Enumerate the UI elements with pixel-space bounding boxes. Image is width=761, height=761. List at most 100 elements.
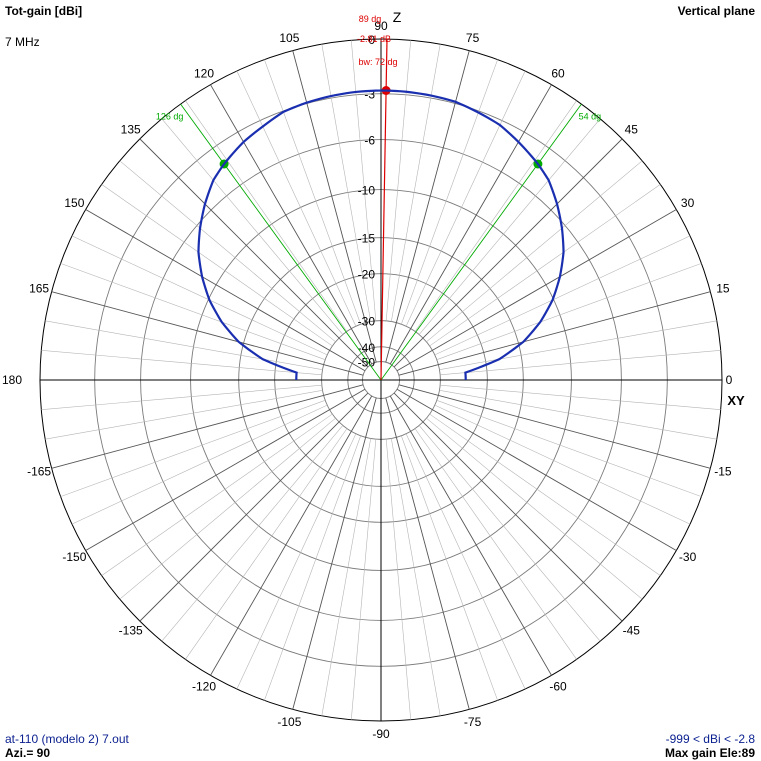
beamwidth-lower-label: 54 dg: [579, 111, 602, 121]
pattern-series: [197, 89, 565, 381]
angle-tick-label: -150: [62, 550, 86, 564]
frequency-label: 7 MHz: [5, 35, 40, 49]
spoke-350: [439, 390, 717, 440]
spoke-335: [434, 404, 691, 525]
spoke-130: [161, 118, 344, 335]
spoke-155: [71, 235, 328, 356]
spoke-165: [51, 291, 364, 376]
spoke-280: [391, 438, 441, 716]
spoke-125: [185, 100, 348, 332]
max-gain-label: Max gain Ele:89: [664, 746, 755, 760]
spoke-195: [51, 384, 364, 469]
spoke-25: [434, 235, 691, 356]
angle-tick-label: 165: [29, 281, 49, 295]
angle-tick-label: 135: [121, 123, 141, 137]
spoke-170: [45, 320, 323, 370]
max-gain-value-label: -2.81 dB: [357, 34, 391, 44]
spoke-250: [264, 435, 361, 701]
plane-label: Vertical plane: [677, 4, 755, 18]
angle-tick-label: 60: [551, 66, 565, 80]
spoke-285: [385, 397, 470, 710]
spoke-15: [398, 291, 711, 376]
angle-tick-label: -30: [679, 550, 697, 564]
angle-tick-label: 90: [374, 19, 388, 33]
spoke-205: [71, 404, 328, 525]
spoke-30: [396, 209, 677, 372]
angle-tick-label: -60: [549, 680, 567, 694]
spoke-220: [119, 417, 336, 600]
axis-labels: Z XY: [393, 9, 745, 408]
spoke-240: [210, 395, 373, 676]
spoke-265: [350, 439, 377, 720]
spoke-225: [139, 392, 369, 622]
angle-tick-label: -90: [372, 727, 390, 741]
spoke-300: [389, 395, 552, 676]
angle-tick-label: 30: [681, 196, 695, 210]
angle-tick-label: 0: [726, 373, 733, 387]
angle-tick-label: 180: [2, 373, 22, 387]
radial-tick-label: -50: [358, 356, 376, 370]
chart-markers: 54 dg 126 dg 89 dg -2.81 dB bw: 72 dg: [156, 14, 602, 381]
angle-tick-label: 15: [716, 281, 730, 295]
max-gain-line: [380, 39, 388, 381]
angle-tick-label: 75: [466, 31, 480, 45]
spoke-150: [85, 209, 366, 372]
spoke-40: [426, 160, 643, 343]
spoke-55: [414, 100, 577, 332]
angle-tick-label: -165: [27, 465, 51, 479]
spoke-210: [85, 388, 366, 551]
beamwidth-lower-line: [380, 103, 582, 381]
spoke-110: [264, 59, 361, 325]
angle-tick-label: -75: [464, 715, 482, 729]
file-name-label: at-110 (modelo 2) 7.out: [5, 732, 129, 746]
chart-title: Tot-gain [dBi]: [5, 4, 83, 18]
spoke-65: [405, 70, 526, 327]
gain-range-label: -999 < dBi < -2.8: [665, 732, 755, 746]
angle-tick-label: 150: [64, 196, 84, 210]
spoke-200: [60, 400, 326, 497]
spoke-325: [429, 413, 661, 576]
angle-tick-label: -135: [119, 623, 143, 637]
radial-tick-label: -3: [364, 88, 375, 102]
angle-tick-label: 120: [194, 66, 214, 80]
spoke-320: [426, 417, 643, 600]
beamwidth-upper-label: 126 dg: [156, 111, 184, 121]
spoke-255: [292, 397, 377, 710]
spoke-315: [393, 392, 623, 622]
spoke-145: [101, 184, 333, 347]
radial-tick-labels: 0 -3 -6 -10 -15 -20 -30 -40-50: [358, 33, 376, 370]
angle-tick-labels: 0153045607590105120135150165180-165-150-…: [2, 19, 733, 741]
azimuth-label: Azi.= 90: [5, 746, 51, 760]
spoke-305: [414, 428, 577, 660]
angle-tick-label: -105: [277, 715, 301, 729]
spoke-290: [401, 435, 498, 701]
spoke-330: [396, 388, 677, 551]
spoke-175: [41, 349, 322, 376]
spoke-35: [429, 184, 661, 347]
spoke-160: [60, 263, 326, 360]
spoke-5: [440, 349, 721, 376]
spoke-260: [321, 438, 371, 716]
beamwidth-upper-line: [180, 103, 382, 381]
spoke-245: [236, 433, 357, 690]
spoke-115: [236, 70, 357, 327]
spoke-100: [321, 44, 371, 322]
radial-tick-label: -20: [358, 268, 376, 282]
spoke-95: [350, 40, 377, 321]
angle-tick-label: -45: [623, 623, 641, 637]
spoke-140: [119, 160, 336, 343]
horizontal-axis-label: XY: [727, 393, 745, 408]
radial-tick-label: -15: [358, 232, 376, 246]
spoke-235: [185, 428, 348, 660]
radial-tick-label: -10: [358, 184, 376, 198]
spoke-135: [139, 138, 369, 368]
spoke-190: [45, 390, 323, 440]
spoke-10: [439, 320, 717, 370]
spoke-120: [210, 84, 373, 365]
angle-tick-label: -15: [714, 465, 732, 479]
pattern-curve: [197, 89, 565, 381]
radial-tick-label: -40: [358, 341, 376, 355]
max-gain-angle-label: 89 dg: [359, 14, 382, 24]
